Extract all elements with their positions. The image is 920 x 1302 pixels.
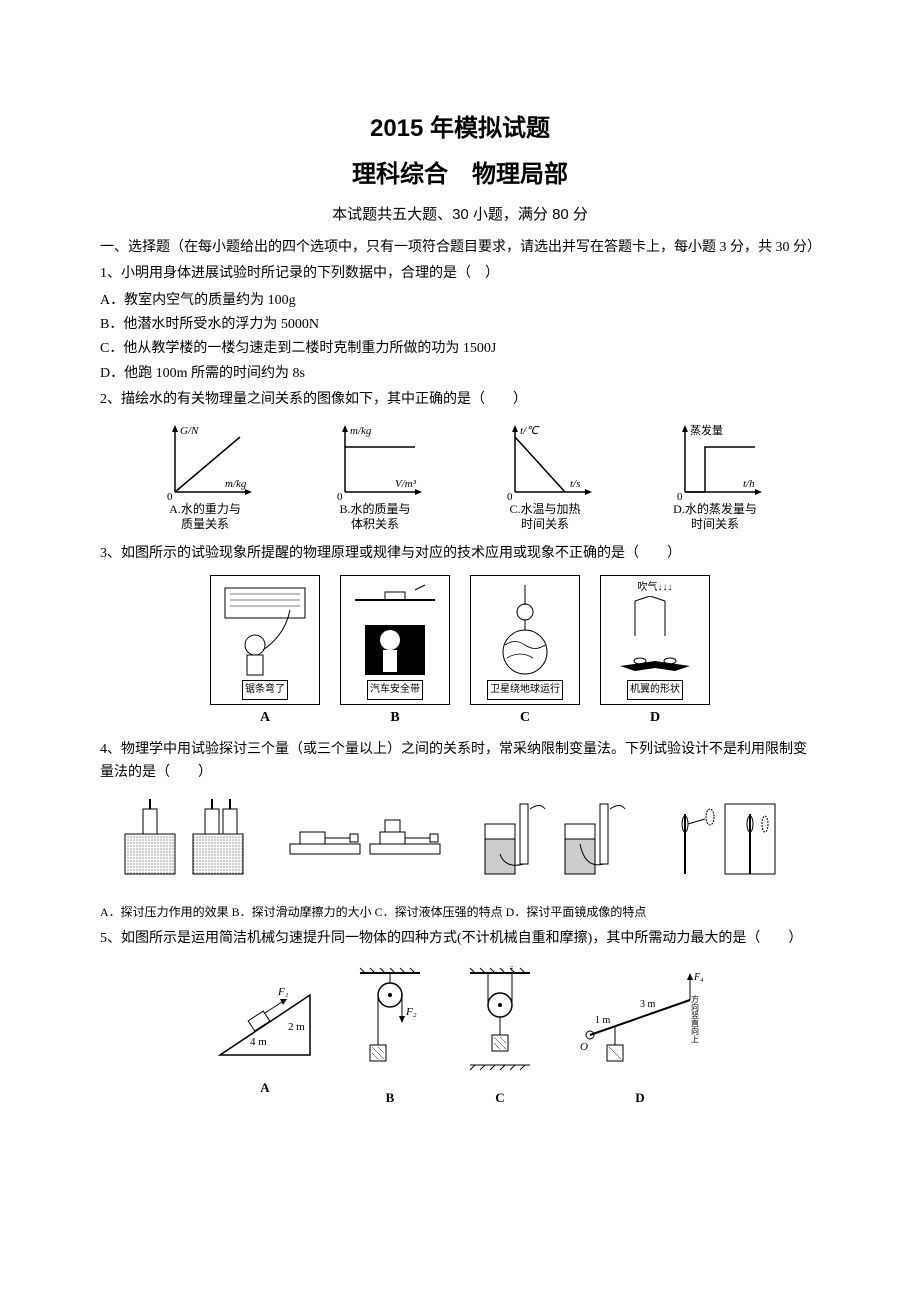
q3D-sketch — [605, 596, 705, 678]
q4C-sketch — [475, 794, 635, 884]
q2-stem: 2、描绘水的有关物理量之间关系的图像如下，其中正确的是（ ） — [100, 389, 820, 411]
q4D-sketch — [665, 794, 805, 884]
q3C-sketch — [475, 580, 575, 678]
q3D-caption: 机翼的形状 — [627, 680, 683, 700]
q5D-letter: D — [570, 1088, 710, 1109]
q5-images: F₁ 4 m 2 m A F₂ B — [100, 965, 820, 1108]
q3C-letter: C — [470, 707, 580, 729]
graphA-ylabel: G/N — [180, 425, 199, 437]
title-info: 本试题共五大题、30 小题，满分 80 分 — [100, 203, 820, 227]
graph-D-svg: 蒸发量 t/h 0 — [665, 422, 765, 502]
q1-optC: C．他从教学楼的一楼匀速走到二楼时克制重力所做的功为 1500J — [100, 338, 820, 360]
graphA-origin: 0 — [167, 491, 173, 502]
graphD-cap1: D.水的蒸发量与 — [665, 502, 765, 518]
q5A-2m: 2 m — [288, 1021, 305, 1033]
q5D-dir: 方向竖直向上 — [691, 994, 700, 1043]
q4-imgA — [115, 794, 255, 892]
graphD-cap2: 时间关系 — [665, 517, 765, 533]
graphA-cap2: 质量关系 — [155, 517, 255, 533]
q2-graphA: G/N m/kg 0 A.水的重力与 质量关系 — [155, 422, 255, 533]
q1-stem: 1、小明用身体进展试验时所记录的下列数据中，合理的是（ ） — [100, 263, 820, 285]
q4-imgD — [665, 794, 805, 892]
q2-graphC: t/℃ t/s 0 C.水温与加热 时间关系 — [495, 422, 595, 533]
q5-stem: 5、如图所示是运用简洁机械匀速提升同一物体的四种方式(不计机械自重和摩擦)，其中… — [100, 928, 820, 950]
q2-graphs: G/N m/kg 0 A.水的重力与 质量关系 m/kg V/m³ 0 B.水的… — [100, 422, 820, 533]
q4-images — [100, 794, 820, 892]
q3C-caption: 卫星绕地球运行 — [487, 680, 563, 700]
graphD-origin: 0 — [677, 491, 683, 502]
graph-B-svg: m/kg V/m³ 0 — [325, 422, 425, 502]
graphB-ylabel: m/kg — [350, 425, 372, 437]
graphD-ylabel: 蒸发量 — [690, 423, 723, 437]
q5D-F: F₄ — [693, 972, 704, 983]
q5B-letter: B — [350, 1088, 430, 1109]
q5A-F: F₁ — [277, 986, 289, 998]
q3-imgC: 卫星绕地球运行 C — [470, 575, 580, 729]
q1-optD: D．他跑 100m 所需的时间约为 8s — [100, 363, 820, 385]
q5C-letter: C — [460, 1088, 540, 1109]
graphC-ylabel: t/℃ — [520, 425, 540, 437]
graphB-xlabel: V/m³ — [395, 478, 417, 490]
graphC-cap2: 时间关系 — [495, 517, 595, 533]
q5-imgD: O F₄ 1 m 3 m 方向竖直向上 D — [570, 965, 710, 1108]
q4A-sketch — [115, 794, 255, 884]
graphA-xlabel: m/kg — [225, 478, 247, 490]
q3D-top: 吹气↓↓↓ — [638, 580, 673, 596]
graphC-origin: 0 — [507, 491, 513, 502]
graphC-xlabel: t/s — [570, 478, 580, 490]
q5A-sketch: F₁ 4 m 2 m — [210, 965, 320, 1065]
q1-optB: B．他潜水时所受水的浮力为 5000N — [100, 314, 820, 336]
graphA-cap1: A.水的重力与 — [155, 502, 255, 518]
q5B-sketch: F₂ — [350, 965, 430, 1075]
q5A-letter: A — [210, 1078, 320, 1099]
q3D-letter: D — [600, 707, 710, 729]
graph-C-svg: t/℃ t/s 0 — [495, 422, 595, 502]
q3-imgD: 吹气↓↓↓ 机翼的形状 D — [600, 575, 710, 729]
q4-options: A．探讨压力作用的效果 B．探讨滑动摩擦力的大小 C．探讨液体压强的特点 D．探… — [100, 903, 820, 922]
q4B-sketch — [285, 794, 445, 884]
graphC-cap1: C.水温与加热 — [495, 502, 595, 518]
q4-imgB — [285, 794, 445, 892]
q5D-sketch: O F₄ 1 m 3 m 方向竖直向上 — [570, 965, 710, 1075]
q3-stem: 3、如图所示的试验现象所提醒的物理原理或规律与对应的技术应用或现象不正确的是（ … — [100, 543, 820, 565]
q5D-O: O — [580, 1041, 588, 1053]
graphD-xlabel: t/h — [743, 478, 755, 490]
q5-imgB: F₂ B — [350, 965, 430, 1108]
q3B-caption: 汽车安全带 — [367, 680, 423, 700]
q5C-sketch: F₃ — [460, 965, 540, 1075]
q5C-F: F₃ — [506, 965, 518, 966]
section-header: 一、选择题（在每小题给出的四个选项中，只有一项符合题目要求，请选出并写在答题卡上… — [100, 237, 820, 259]
q3-imgA: 锯条弯了 A — [210, 575, 320, 729]
q3B-sketch — [345, 580, 445, 678]
q3A-caption: 锯条弯了 — [242, 680, 288, 700]
title-main: 2015 年模拟试题 — [100, 110, 820, 148]
q3B-letter: B — [340, 707, 450, 729]
q4-stem: 4、物理学中用试验探讨三个量（或三个量以上）之间的关系时，常采纳限制变量法。下列… — [100, 739, 820, 784]
q5-imgC: F₃ C — [460, 965, 540, 1108]
q3A-letter: A — [210, 707, 320, 729]
title-sub: 理科综合 物理局部 — [100, 156, 820, 194]
q5A-4m: 4 m — [250, 1036, 267, 1048]
q3A-sketch — [215, 580, 315, 678]
q5-imgA: F₁ 4 m 2 m A — [210, 965, 320, 1108]
q3-images: 锯条弯了 A 汽车安全带 B — [100, 575, 820, 729]
q2-graphD: 蒸发量 t/h 0 D.水的蒸发量与 时间关系 — [665, 422, 765, 533]
graph-A-svg: G/N m/kg 0 — [155, 422, 255, 502]
q1-optA: A．教室内空气的质量约为 100g — [100, 290, 820, 312]
graphB-cap2: 体积关系 — [325, 517, 425, 533]
q5B-F: F₂ — [405, 1006, 417, 1018]
graphB-origin: 0 — [337, 491, 343, 502]
q3-imgB: 汽车安全带 B — [340, 575, 450, 729]
graphB-cap1: B.水的质量与 — [325, 502, 425, 518]
q2-graphB: m/kg V/m³ 0 B.水的质量与 体积关系 — [325, 422, 425, 533]
q5D-3m: 3 m — [640, 999, 656, 1010]
q5D-1m: 1 m — [595, 1015, 611, 1026]
q4-imgC — [475, 794, 635, 892]
